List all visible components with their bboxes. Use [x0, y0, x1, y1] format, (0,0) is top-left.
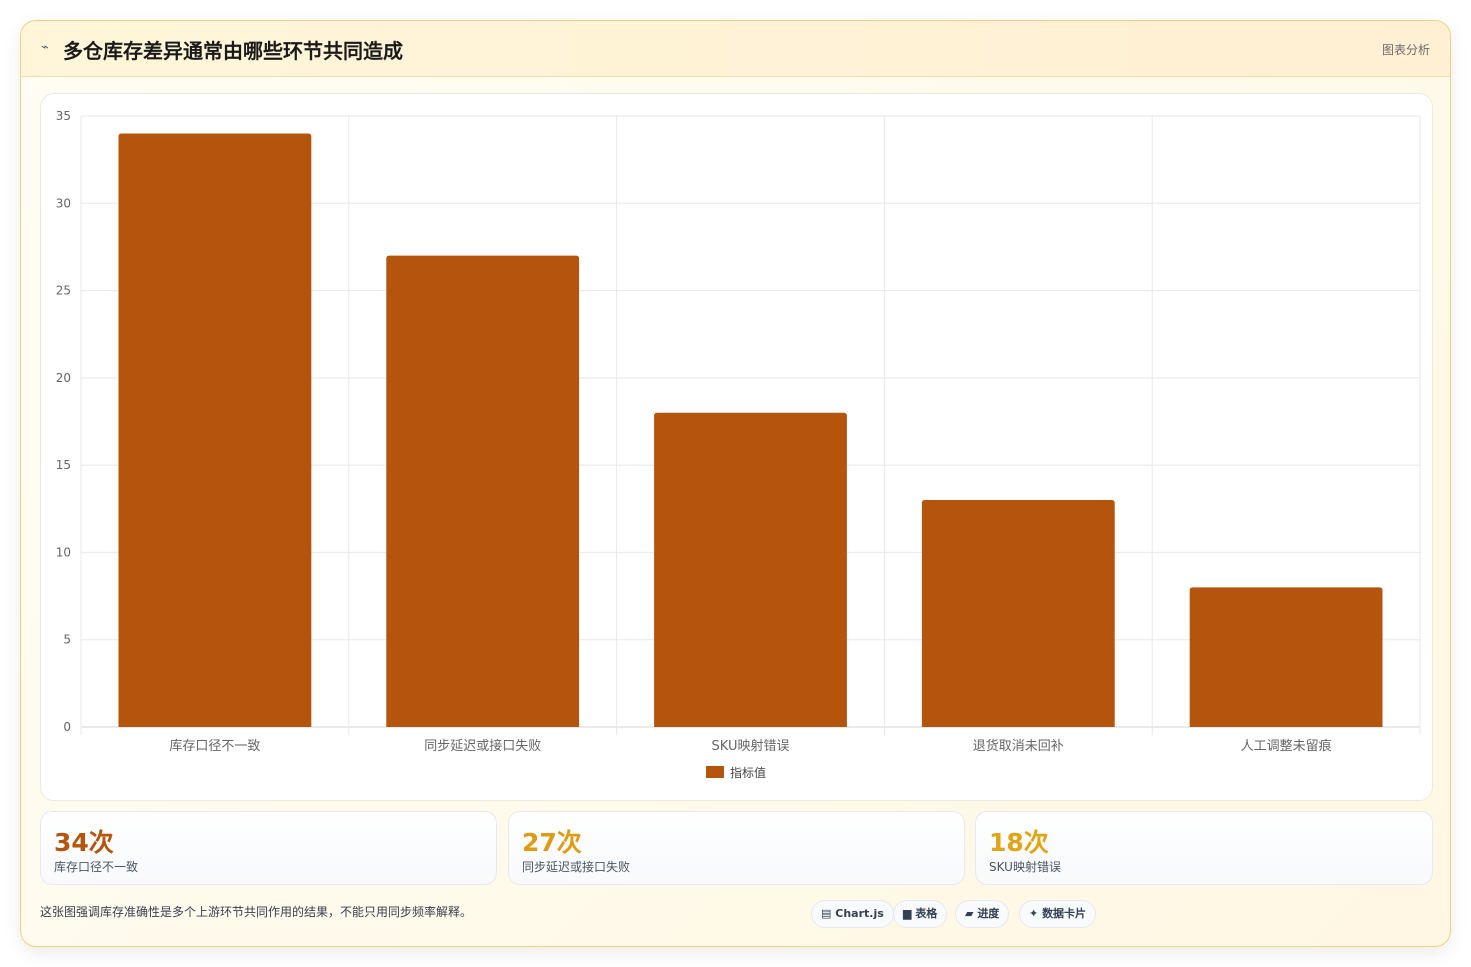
chart-line-icon: ⌁	[41, 40, 49, 55]
bar	[921, 500, 1115, 727]
y-tick-label: 15	[56, 458, 71, 472]
y-tick-label: 35	[56, 109, 71, 123]
bar	[118, 133, 312, 727]
y-tick-label: 25	[56, 284, 71, 298]
bar	[654, 412, 847, 727]
pill-label: Chart.js	[835, 907, 884, 920]
card-title: 多仓库存差异通常由哪些环节共同造成	[63, 39, 403, 63]
x-tick-label: 同步延迟或接口失败	[424, 738, 541, 754]
stat-label: SKU映射错误	[989, 860, 1061, 874]
y-tick-label: 0	[63, 720, 71, 734]
x-tick-label: 人工调整未留痕	[1241, 738, 1332, 754]
bar	[1189, 587, 1383, 727]
bar	[386, 255, 580, 727]
pill-label: 数据卡片	[1042, 907, 1087, 920]
stat-card: 27次 同步延迟或接口失败	[508, 811, 965, 885]
bar-chart: 0 5 10 15 20 25 30 35 库存口径不一致 同步延迟或接口失败 SKU映射错误 退货取…	[56, 109, 1421, 780]
pill-data-card[interactable]: ✦ 数据卡片	[1019, 900, 1097, 928]
legend-label: 指标值	[730, 765, 766, 780]
y-tick-label: 30	[56, 196, 71, 210]
chart-card: ⌁ 多仓库存差异通常由哪些环节共同造成 图表分析 0 5 10 15 20 25 30 35 库…	[20, 20, 1451, 947]
stat-label: 库存口径不一致	[54, 860, 139, 874]
x-tick-label: 库存口径不一致	[169, 738, 260, 754]
pill-label: 表格	[915, 907, 938, 920]
stat-value: 34次	[54, 828, 114, 857]
progress-icon: ▰	[965, 907, 974, 920]
y-tick-label: 5	[63, 633, 71, 647]
chart-panel: 0 5 10 15 20 25 30 35 库存口径不一致 同步延迟或接口失败 SKU映射错误 退货取…	[40, 93, 1433, 801]
chart-note: 这张图强调库存准确性是多个上游环节共同作用的结果，不能只用同步频率解释。	[40, 905, 473, 919]
stat-value: 27次	[522, 828, 582, 857]
pill-progress[interactable]: ▰ 进度	[955, 900, 1010, 928]
stat-value: 18次	[989, 828, 1049, 857]
x-tick-label: 退货取消未回补	[973, 738, 1064, 754]
chart-icon: ▤	[821, 907, 832, 920]
pill-chartjs[interactable]: ▤ Chart.js	[811, 900, 894, 928]
table-icon: ▆	[903, 907, 912, 920]
y-tick-label: 10	[56, 545, 71, 559]
stat-card: 18次 SKU映射错误	[975, 811, 1433, 885]
pill-table[interactable]: ▆ 表格	[893, 900, 948, 928]
stat-label: 同步延迟或接口失败	[522, 860, 631, 874]
y-tick-label: 20	[56, 371, 71, 385]
stat-card: 34次 库存口径不一致	[40, 811, 497, 885]
legend-swatch	[706, 766, 724, 778]
x-tick-label: SKU映射错误	[712, 738, 790, 754]
chart-analysis-tag: 图表分析	[1381, 43, 1430, 57]
pill-label: 进度	[977, 907, 1000, 920]
card-header: ⌁ 多仓库存差异通常由哪些环节共同造成 图表分析	[21, 21, 1450, 77]
sparkle-icon: ✦	[1029, 907, 1039, 920]
